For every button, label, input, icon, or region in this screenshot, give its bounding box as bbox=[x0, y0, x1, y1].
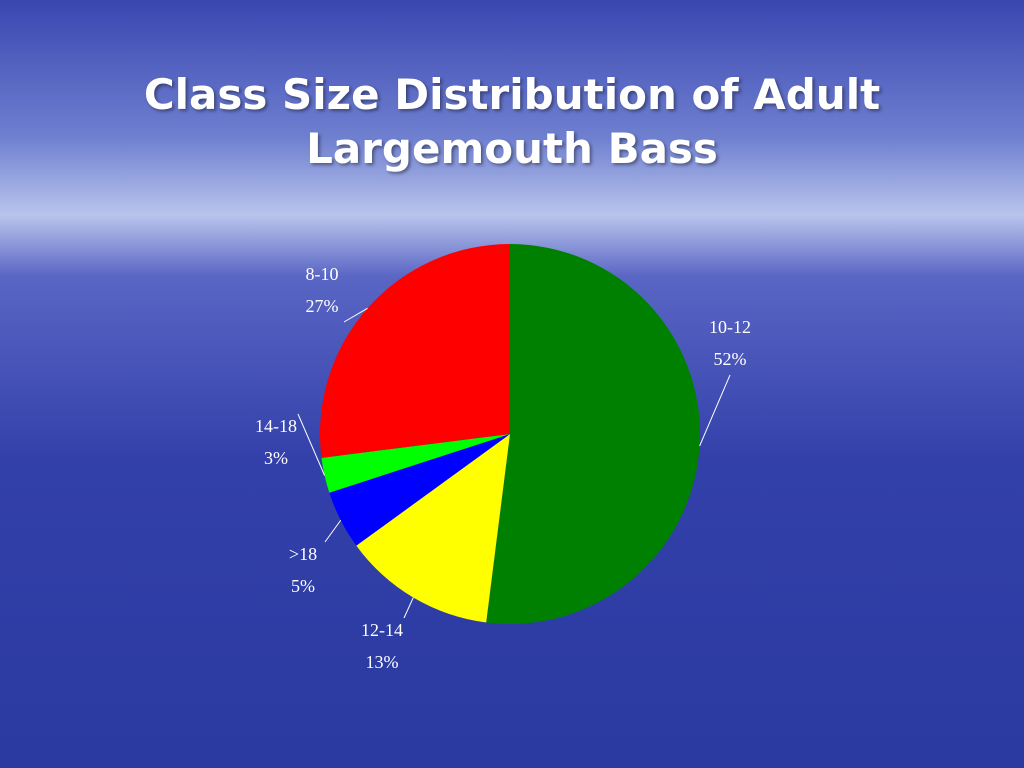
pie-slice bbox=[329, 434, 510, 546]
slice-category: 8-10 bbox=[306, 264, 339, 284]
pie-slice bbox=[321, 434, 510, 493]
slice-value-label: 52% bbox=[714, 349, 747, 369]
chart-title: Class Size Distribution of Adult Largemo… bbox=[143, 70, 881, 173]
pie-slice bbox=[356, 434, 510, 623]
slice-category: 10-12 bbox=[709, 317, 751, 337]
pie-slice bbox=[486, 244, 700, 624]
slice-value-label: 13% bbox=[366, 652, 399, 672]
leader-line bbox=[297, 413, 326, 476]
pie-slice bbox=[319, 244, 510, 458]
slice-value-label: 3% bbox=[264, 448, 288, 468]
slice-category: 12-14 bbox=[361, 620, 403, 640]
leader-line bbox=[403, 597, 414, 619]
slice-category: >18 bbox=[289, 544, 317, 564]
slice-value-label: 5% bbox=[291, 576, 315, 596]
slice-value-label: 27% bbox=[306, 296, 339, 316]
leader-line bbox=[699, 374, 731, 447]
slice-category: 14-18 bbox=[255, 416, 297, 436]
leader-line bbox=[343, 307, 368, 323]
leader-line bbox=[324, 519, 342, 543]
